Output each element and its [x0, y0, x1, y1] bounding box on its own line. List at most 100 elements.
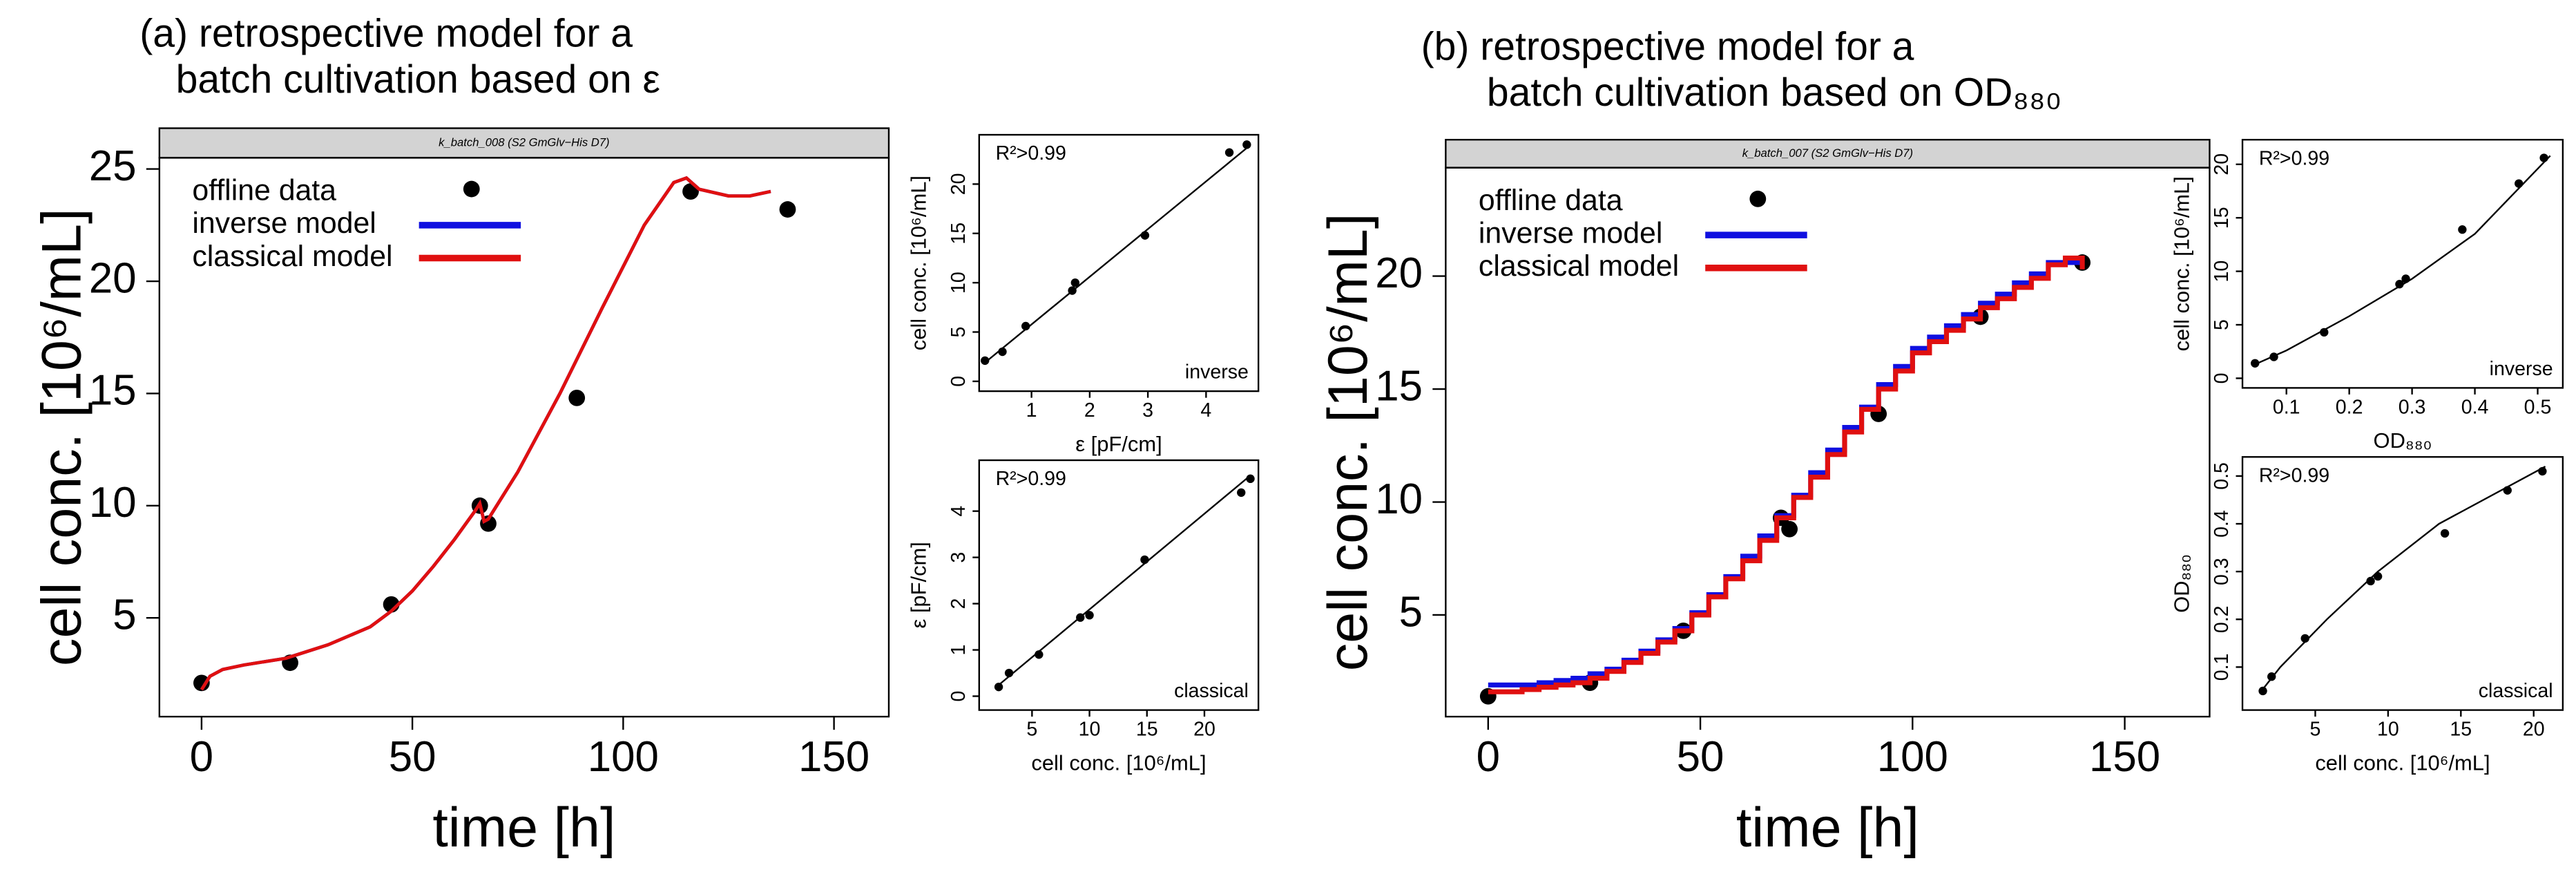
y-tick-label: 15 [1375, 362, 1423, 410]
y-tick-label: 10 [948, 272, 970, 294]
y-tick-label: 5 [948, 327, 970, 338]
y-tick-label: 0 [2211, 373, 2233, 384]
x-tick-label: 10 [1079, 719, 1101, 741]
y-tick-label: 0.4 [2211, 510, 2233, 538]
y-tick-label: 0.1 [2211, 654, 2233, 681]
x-tick-label: 20 [2523, 719, 2545, 741]
data-point [2320, 328, 2329, 337]
annotation: R²>0.99 [996, 468, 1066, 490]
legend-label: classical model [192, 240, 392, 273]
model-line [2254, 155, 2551, 366]
strip [158, 127, 890, 159]
y-tick-label: 20 [2211, 153, 2233, 176]
x-tick-label: 15 [2450, 719, 2472, 741]
data-point [1085, 611, 1094, 620]
chart-title: batch cultivation based on ε [176, 57, 660, 102]
y-axis-label: cell conc. [10⁶/mL] [31, 209, 93, 666]
legend-label: inverse model [192, 207, 376, 240]
x-tick-label: 0.3 [2399, 396, 2426, 418]
y-tick-label: 20 [89, 254, 137, 302]
model-line [2260, 466, 2546, 692]
y-tick-label: 0.3 [2211, 558, 2233, 585]
legend-symbol [463, 180, 480, 198]
y-tick-label: 1 [948, 645, 970, 656]
x-tick-label: 1 [1026, 399, 1037, 421]
plot-frame [978, 133, 1260, 392]
x-tick-label: 0.5 [2524, 396, 2552, 418]
x-tick-label: 100 [588, 733, 659, 781]
x-tick-label: 15 [1136, 719, 1158, 741]
strip-label: k_batch_007 (S2 GmGlv−His D7) [1742, 146, 1913, 160]
annotation: R²>0.99 [2259, 464, 2329, 486]
model-line [996, 475, 1250, 688]
y-tick-label: 5 [1399, 588, 1423, 636]
x-tick-label: 0.2 [2336, 396, 2363, 418]
y-axis-label: ε [pF/cm] [906, 542, 930, 628]
x-tick-label: 10 [2377, 719, 2399, 741]
y-tick-label: 5 [2211, 319, 2233, 330]
y-tick-label: 2 [948, 598, 970, 609]
y-tick-label: 15 [89, 367, 137, 415]
legend-label: inverse model [1479, 216, 1662, 249]
y-axis-label: OD₈₈₀ [2170, 554, 2194, 613]
x-tick-label: 0.4 [2461, 396, 2489, 418]
y-tick-label: 0.5 [2211, 462, 2233, 490]
x-tick-label: 100 [1877, 733, 1948, 781]
data-point [2539, 153, 2548, 162]
x-tick-label: 5 [2310, 719, 2321, 741]
y-tick-label: 20 [948, 173, 970, 196]
data-point [1781, 520, 1798, 538]
plot-frame [1445, 167, 2211, 718]
y-tick-label: 20 [1375, 249, 1423, 297]
y-axis-label: cell conc. [10⁶/mL] [2170, 176, 2194, 351]
data-point [2440, 529, 2450, 538]
x-tick-label: 0 [1477, 733, 1500, 781]
data-point [2251, 359, 2260, 368]
x-tick-label: 0.1 [2273, 396, 2300, 418]
x-tick-label: 150 [2089, 733, 2160, 781]
plot-frame [2241, 456, 2564, 711]
data-point [2458, 225, 2467, 234]
x-tick-label: 50 [389, 733, 436, 781]
panel-label: inverse [2490, 358, 2553, 380]
legend-symbol [1749, 190, 1767, 207]
x-tick-label: 0 [190, 733, 213, 781]
plot-frame [978, 459, 1260, 711]
plot-frame [2241, 139, 2564, 389]
x-axis-label: ε [pF/cm] [1075, 432, 1162, 456]
data-point [568, 390, 586, 406]
legend-label: classical model [1479, 249, 1679, 283]
x-tick-label: 4 [1200, 399, 1211, 421]
model-line [200, 176, 771, 691]
y-tick-label: 10 [89, 479, 137, 527]
data-point [2515, 179, 2524, 188]
x-tick-label: 5 [1026, 719, 1037, 741]
x-axis-label: time [h] [1736, 797, 1919, 859]
model-line [984, 144, 1251, 363]
data-point [779, 201, 796, 218]
legend-label: offline data [1479, 184, 1623, 217]
data-point [994, 682, 1003, 692]
y-tick-label: 10 [1375, 475, 1423, 523]
y-tick-label: 4 [948, 506, 970, 517]
data-point [2395, 280, 2404, 289]
chart-title: batch cultivation based on OD₈₈₀ [1487, 70, 2062, 115]
x-tick-label: 2 [1084, 399, 1095, 421]
y-tick-label: 3 [948, 552, 970, 563]
y-tick-label: 15 [948, 222, 970, 245]
data-point [2258, 686, 2267, 696]
panel-label: inverse [1185, 361, 1249, 383]
chart-title: (b) retrospective model for a [1421, 24, 1914, 68]
y-tick-label: 5 [113, 591, 136, 639]
plot-frame [158, 157, 890, 718]
step-line [1488, 255, 2085, 694]
y-tick-label: 25 [89, 142, 137, 190]
x-tick-label: 20 [1193, 719, 1215, 741]
strip [1445, 139, 2211, 169]
data-point [981, 356, 990, 366]
step-line [1488, 260, 2083, 688]
legend-label: offline data [192, 174, 336, 207]
x-tick-label: 50 [1677, 733, 1724, 781]
panel-label: classical [1174, 680, 1249, 702]
